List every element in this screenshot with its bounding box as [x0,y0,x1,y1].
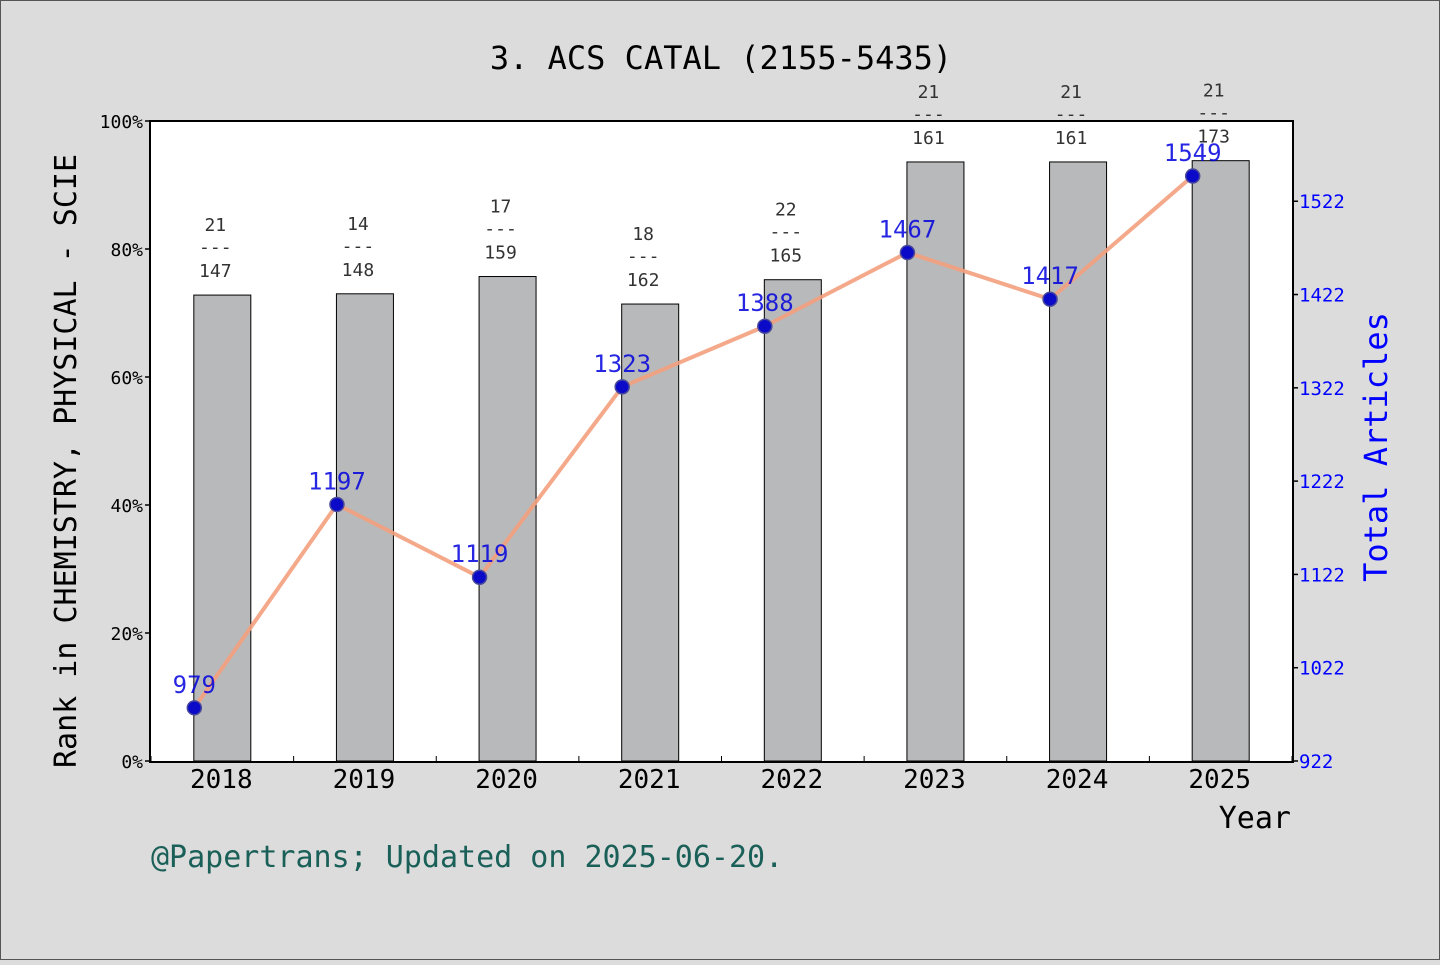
y2-tick-label: 1122 [1299,564,1345,586]
bar-label-total: 148 [342,260,375,281]
bar-2024 [1049,161,1108,762]
plot-area [149,120,1294,763]
bar-2023 [906,161,965,762]
bar-label-rank: 22 [775,200,797,221]
articles-value-label: 1119 [451,540,509,568]
bar-label-sep: --- [912,104,945,125]
y-tick-label: 100% [100,112,144,133]
bar-label-rank: 14 [347,214,369,235]
bar-label-sep: --- [627,246,660,267]
y2-tick-label: 1222 [1299,471,1345,493]
articles-value-label: 1417 [1021,262,1079,290]
articles-point-2023 [899,244,916,261]
bar-label-rank: 21 [1060,82,1082,103]
articles-value-label: 979 [173,671,216,699]
articles-value-label: 1197 [308,467,366,495]
bar-label-total: 173 [1197,127,1230,148]
bar-label-total: 161 [1055,128,1088,149]
bar-label-rank: 18 [632,224,654,245]
y2-tick-label: 1322 [1299,378,1345,400]
y2-tick-label: 1422 [1299,285,1345,307]
bar-2020 [478,276,537,762]
x-tick-label: 2019 [333,765,396,795]
y-tick-label: 40% [110,496,143,517]
y-tick-label: 60% [110,368,143,389]
articles-value-label: 1549 [1164,139,1222,167]
bar-label-rank: 21 [204,215,226,236]
bar-labels-group: 21---14714---14817---15918---16222---165… [199,81,1230,291]
y-tick-label: 20% [110,624,143,645]
y2-tick-label: 1022 [1299,658,1345,680]
bar-2021 [621,303,680,762]
footer-note: @Papertrans; Updated on 2025-06-20. [151,840,783,875]
x-tick-label: 2023 [903,765,966,795]
bar-label-rank: 21 [1203,81,1225,102]
bar-label-rank: 21 [918,82,940,103]
y2-tick-label: 1522 [1299,191,1345,213]
y-tick-label: 80% [110,240,143,261]
bar-2018 [193,294,252,762]
articles-point-2025 [1184,168,1201,184]
chart-title: 3. ACS CATAL (2155-5435) [490,39,952,77]
bar-label-total: 161 [912,128,945,149]
bar-label-sep: --- [484,219,517,240]
bar-2022 [763,279,822,762]
y2-axis-title: Total Articles [1357,312,1395,582]
y-axis-title: Rank in CHEMISTRY, PHYSICAL - SCIE [49,154,84,768]
x-tick-label: 2020 [475,765,538,795]
x-tick-label: 2021 [618,765,681,795]
y-tick-label: 0% [121,752,143,773]
articles-value-label: 1467 [879,216,937,244]
x-axis-title: Year [1219,801,1291,836]
x-tick-label: 2018 [190,765,253,795]
bar-label-sep: --- [1055,104,1088,125]
articles-value-label: 1388 [736,289,794,317]
bar-label-sep: --- [199,237,232,258]
x-tick-label: 2025 [1188,765,1251,795]
axes-group: 0%20%40%60%80%100%9221022112212221322142… [100,112,1345,795]
bar-label-sep: --- [342,236,375,257]
articles-point-2024 [1042,291,1058,307]
articles-point-2020 [471,569,488,585]
bar-label-total: 147 [199,261,232,282]
x-tick-label: 2022 [761,765,824,795]
x-tick-label: 2024 [1046,765,1109,795]
bar-label-total: 162 [627,270,660,291]
articles-point-2019 [329,496,345,513]
bar-2025 [1191,160,1250,762]
articles-value-label: 1323 [593,350,651,378]
bar-label-total: 165 [770,246,803,267]
articles-point-2021 [614,379,630,395]
bar-label-sep: --- [1197,103,1230,124]
bar-label-rank: 17 [490,197,512,218]
y2-tick-label: 922 [1299,751,1333,773]
articles-point-2018 [186,700,203,716]
articles-point-2022 [757,318,773,334]
articles-line [192,174,1194,709]
bar-label-sep: --- [770,222,803,243]
bar-label-total: 159 [484,243,517,264]
